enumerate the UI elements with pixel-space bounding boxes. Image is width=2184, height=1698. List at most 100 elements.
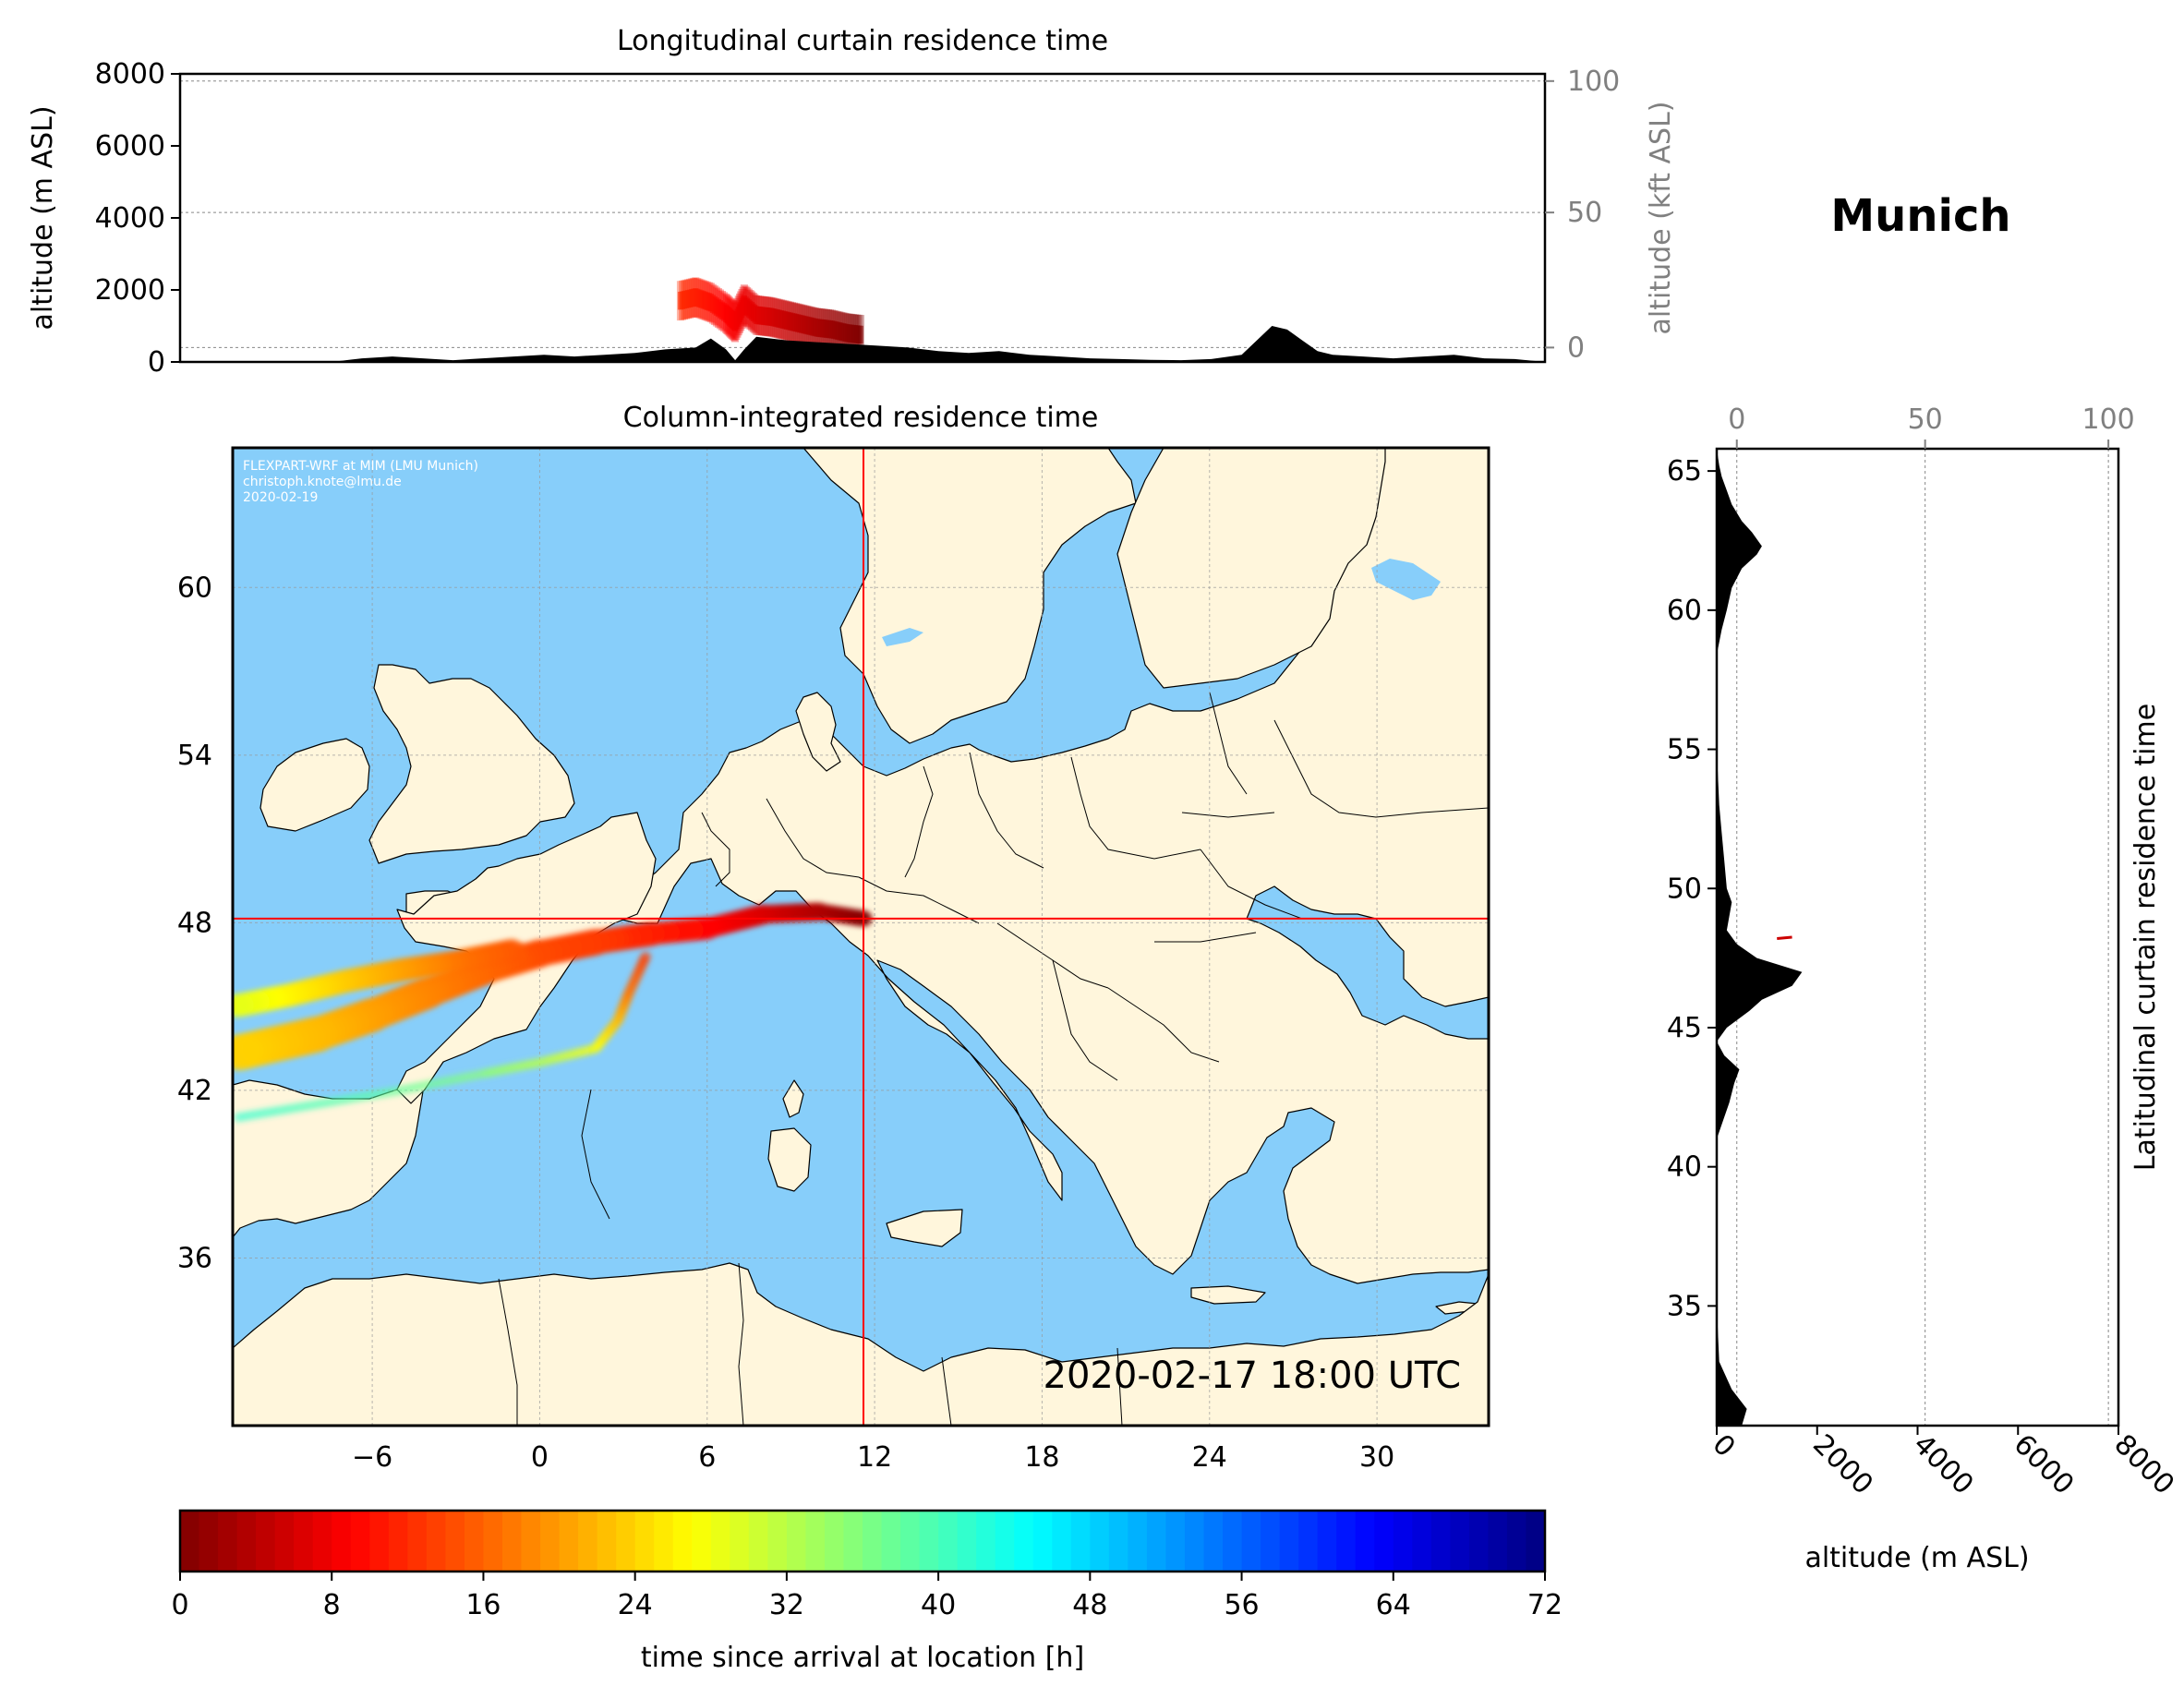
longitudinal-panel: Longitudinal curtain residence time 0 200… [27,25,1677,379]
lake-vanern [882,628,923,646]
location-title: Munich [1830,190,2010,242]
colorbar-segment [426,1511,446,1572]
ytick-label: 35 [1667,1290,1702,1322]
colorbar-segment [919,1511,939,1572]
country-borders [498,692,1489,1426]
colorbar-segment [881,1511,901,1572]
colorbar-tick-label: 48 [1072,1589,1107,1621]
xtick-label: 30 [1359,1441,1394,1474]
latitudinal-panel: 0 2000 4000 6000 8000 0 50 100 35404550556065 … [1667,403,2180,1574]
colorbar-segment [1184,1511,1205,1572]
colorbar-segment [559,1511,579,1572]
ytick-label: 60 [1667,595,1702,627]
colorbar-tick-label: 72 [1527,1589,1563,1621]
xtick-label: 12 [857,1441,892,1474]
ytick-label: 8000 [95,58,165,90]
plume-branch-southern [233,951,652,1123]
colorbar-segment [274,1511,295,1572]
land-finland [1116,448,1386,689]
xtick-label: 4000 [1907,1428,1980,1501]
colorbar-segment [501,1511,523,1572]
colorbar-segment [767,1511,788,1572]
xtick-kft-label: 50 [1908,403,1943,436]
land-sardinia [767,1127,812,1192]
latitudinal-terrain [1717,449,1803,1426]
colorbar-segment [957,1511,977,1572]
colorbar-tick-label: 8 [323,1589,341,1621]
colorbar-segment [218,1511,238,1572]
map-xaxis: −6 0 6 12 18 24 30 [352,1441,1394,1474]
latitudinal-yaxis: 35 40 45 50 55 60 65 [1667,455,1717,1322]
ytick-label: 40 [1667,1151,1702,1184]
colorbar-segment [294,1511,314,1572]
ytick-label: 2000 [95,274,165,307]
colorbar-segment [1468,1511,1490,1572]
colorbar-segments [180,1511,1546,1572]
ytick-label: 55 [1667,734,1702,766]
xtick-label: 0 [531,1441,549,1474]
colorbar-segment [1070,1511,1091,1572]
xtick-label: 0 [1706,1428,1741,1463]
colorbar-segment [710,1511,730,1572]
plume-cell [233,1112,245,1123]
credits-line2: christoph.knote@lmu.de [243,475,402,489]
longitudinal-yaxis: 0 2000 4000 6000 8000 [95,58,180,379]
plume-cell [233,1034,259,1071]
longitudinal-plume [676,277,864,355]
xtick-kft-label: 100 [2081,403,2134,436]
land-north-africa [233,1262,1489,1426]
ytick-label: 36 [177,1242,212,1274]
colorbar-segment [995,1511,1015,1572]
latitudinal-title: Latitudinal curtain residence time [2130,704,2162,1171]
latitudinal-plume [1777,935,1792,941]
colorbar-segment [597,1511,617,1572]
colorbar-segment [464,1511,485,1572]
colorbar-segment [1374,1511,1394,1572]
plume-core [857,325,863,344]
colorbar-segment [350,1511,370,1572]
colorbar-segment [616,1511,636,1572]
colorbar-segment [1393,1511,1413,1572]
ytick-label: 42 [177,1075,212,1107]
colorbar-segment [1146,1511,1167,1572]
colorbar-segment [1052,1511,1072,1572]
colorbar-segment [692,1511,712,1572]
colorbar-segment [388,1511,408,1572]
xtick-label: 6 [698,1441,716,1474]
colorbar-segment [1279,1511,1299,1572]
colorbar-segment [1526,1511,1546,1572]
latitudinal-xaxis: 0 2000 4000 6000 8000 [1706,1426,2180,1501]
colorbar-segment [805,1511,826,1572]
colorbar-segment [1090,1511,1110,1572]
xtick-label: 24 [1192,1441,1227,1474]
ytick-kft-label: 50 [1567,197,1602,229]
colorbar: 0 8 16 24 32 40 48 56 64 72 time since arrival at… [171,1509,1563,1674]
colorbar-segment [1355,1511,1375,1572]
colorbar-segment [1488,1511,1508,1572]
latitudinal-xlabel: altitude (m ASL) [1804,1542,2029,1574]
colorbar-segment [236,1511,257,1572]
colorbar-segment [540,1511,561,1572]
colorbar-tick-label: 16 [465,1589,501,1621]
longitudinal-terrain [180,326,1545,362]
ytick-label: 48 [177,907,212,939]
colorbar-tick-label: 24 [618,1589,653,1621]
land-corsica [782,1079,804,1118]
colorbar-tick-label: 64 [1376,1589,1411,1621]
xtick-label: 6000 [2008,1428,2081,1501]
xtick-label: 8000 [2107,1428,2180,1501]
colorbar-label: time since arrival at location [h] [641,1642,1084,1674]
colorbar-segment [938,1511,959,1572]
longitudinal-gridlines [180,80,1545,348]
colorbar-segment [1165,1511,1186,1572]
map-title: Column-integrated residence time [623,402,1099,434]
colorbar-segment [672,1511,693,1572]
plume-branch-main [233,902,874,1071]
plume-cell [233,994,250,1018]
ytick-label: 65 [1667,455,1702,488]
colorbar-tick-label: 0 [171,1589,188,1621]
ytick-label: 4000 [95,202,165,235]
colorbar-segment [1128,1511,1148,1572]
ytick-label: 60 [177,572,212,604]
latitudinal-xaxis-kft: 0 50 100 [1728,403,2135,449]
